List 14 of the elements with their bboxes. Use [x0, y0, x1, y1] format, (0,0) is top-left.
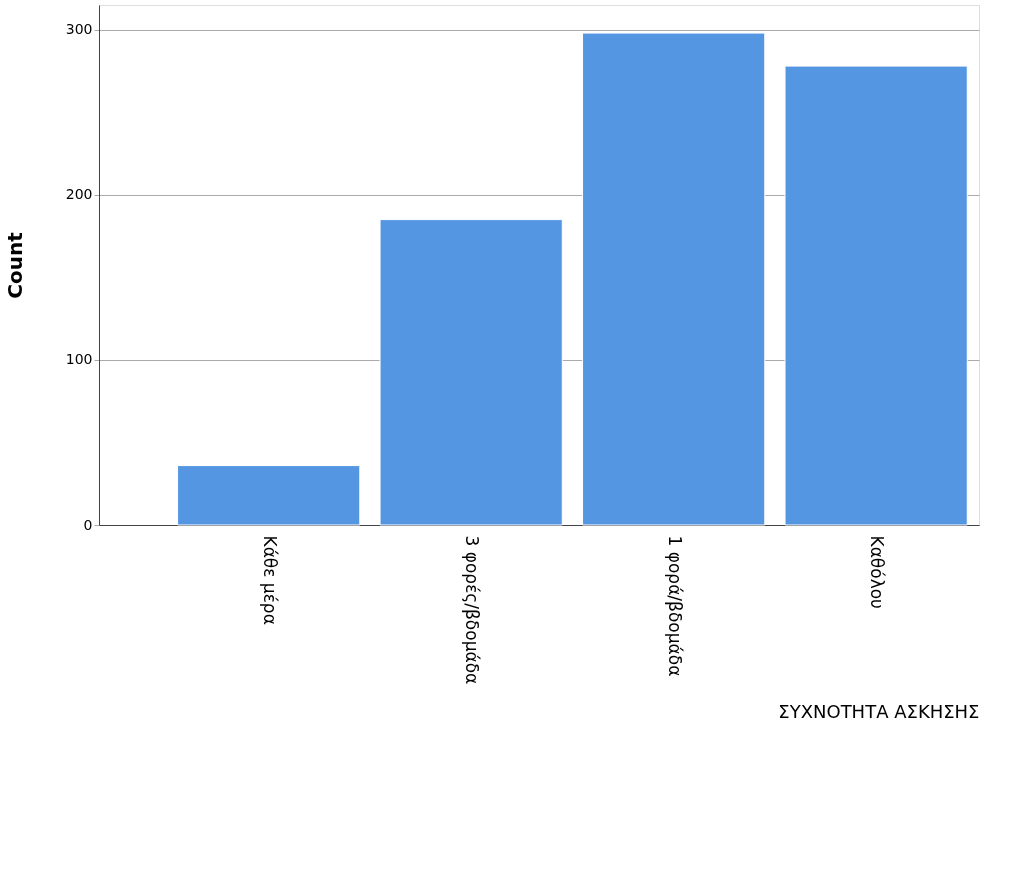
- y-tick-label: 100: [65, 351, 93, 368]
- x-tick-label: 3 φορές/βδομάδα: [462, 535, 483, 685]
- bar: [379, 219, 563, 526]
- x-tick-label: Καθόλου: [867, 535, 888, 609]
- bar: [582, 32, 766, 526]
- x-axis-title: ΣΥΧΝΟΤΗΤΑ ΑΣΚΗΣΗΣ: [778, 701, 980, 723]
- y-tick-label: 200: [65, 186, 93, 203]
- x-tick-label: Κάθε μέρα: [259, 535, 280, 625]
- x-tick-label: 1 φορά/βδομάδα: [664, 535, 685, 677]
- bar: [177, 465, 361, 526]
- y-tick-label: 300: [65, 21, 93, 38]
- y-axis-title: Count: [2, 231, 27, 299]
- y-tick-label: 0: [83, 516, 93, 533]
- bar: [784, 65, 968, 526]
